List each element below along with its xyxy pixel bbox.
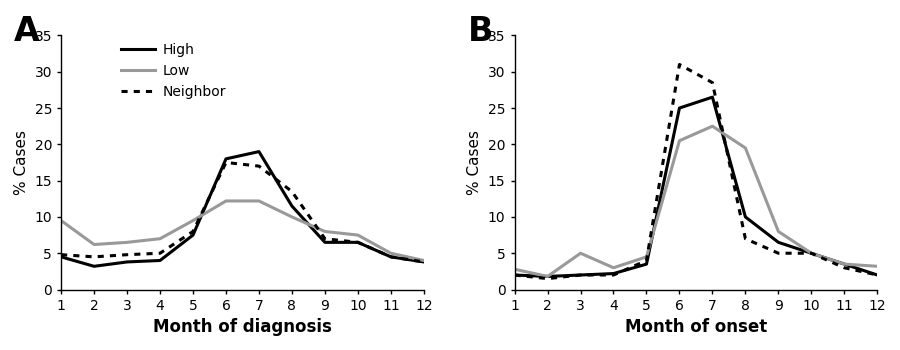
Low (806, 251, 816, 256)
Y-axis label: % Cases: % Cases (467, 130, 482, 195)
High (254, 149, 265, 154)
High (773, 240, 784, 244)
Neighbor (320, 237, 330, 241)
Neighbor (122, 253, 132, 257)
Neighbor (187, 229, 198, 233)
Neighbor (56, 253, 67, 257)
High (740, 215, 751, 219)
High (509, 273, 520, 277)
Neighbor (806, 251, 816, 256)
Text: A: A (14, 15, 40, 48)
High (575, 273, 586, 277)
High (542, 274, 553, 279)
High (286, 204, 297, 208)
X-axis label: Month of diagnosis: Month of diagnosis (153, 318, 332, 336)
Low (674, 139, 685, 143)
Neighbor (872, 273, 883, 277)
High (872, 273, 883, 277)
High (839, 262, 850, 266)
Neighbor (254, 164, 265, 168)
Low (187, 218, 198, 223)
High (806, 251, 816, 256)
Neighbor (353, 240, 364, 244)
Neighbor (839, 266, 850, 270)
Neighbor (385, 255, 396, 259)
High (155, 258, 166, 262)
Y-axis label: % Cases: % Cases (14, 130, 29, 195)
Line: Neighbor: Neighbor (61, 162, 424, 262)
Line: High: High (61, 152, 424, 266)
High (89, 264, 100, 268)
Low (353, 233, 364, 237)
Line: Neighbor: Neighbor (515, 64, 878, 279)
Neighbor (608, 273, 619, 277)
Low (254, 199, 265, 203)
Neighbor (575, 273, 586, 277)
Neighbor (542, 276, 553, 281)
Neighbor (220, 160, 231, 164)
High (122, 260, 132, 264)
Neighbor (155, 251, 166, 256)
Low (839, 262, 850, 266)
Neighbor (89, 255, 100, 259)
Low (509, 267, 520, 271)
Low (418, 258, 429, 262)
High (353, 240, 364, 244)
Text: B: B (467, 15, 493, 48)
Low (872, 264, 883, 268)
Line: Low: Low (61, 201, 424, 260)
Neighbor (509, 273, 520, 277)
Low (542, 274, 553, 279)
Neighbor (773, 251, 784, 256)
Low (608, 266, 619, 270)
Line: Low: Low (515, 126, 878, 276)
Neighbor (641, 258, 652, 262)
Neighbor (740, 237, 751, 241)
Low (122, 240, 132, 244)
High (320, 240, 330, 244)
High (220, 157, 231, 161)
Low (575, 251, 586, 256)
Low (385, 251, 396, 256)
Low (740, 146, 751, 150)
High (56, 255, 67, 259)
High (187, 233, 198, 237)
Low (56, 218, 67, 223)
Line: High: High (515, 97, 878, 276)
Low (641, 255, 652, 259)
Low (155, 237, 166, 241)
Low (89, 243, 100, 247)
Low (773, 229, 784, 233)
Low (220, 199, 231, 203)
X-axis label: Month of onset: Month of onset (625, 318, 767, 336)
Neighbor (418, 260, 429, 264)
High (418, 260, 429, 264)
High (641, 262, 652, 266)
High (608, 272, 619, 276)
Neighbor (286, 189, 297, 194)
Low (707, 124, 718, 128)
High (707, 95, 718, 99)
Low (320, 229, 330, 233)
Neighbor (707, 80, 718, 85)
Legend: High, Low, Neighbor: High, Low, Neighbor (115, 37, 231, 104)
High (674, 106, 685, 110)
High (385, 255, 396, 259)
Low (286, 215, 297, 219)
Neighbor (674, 62, 685, 66)
